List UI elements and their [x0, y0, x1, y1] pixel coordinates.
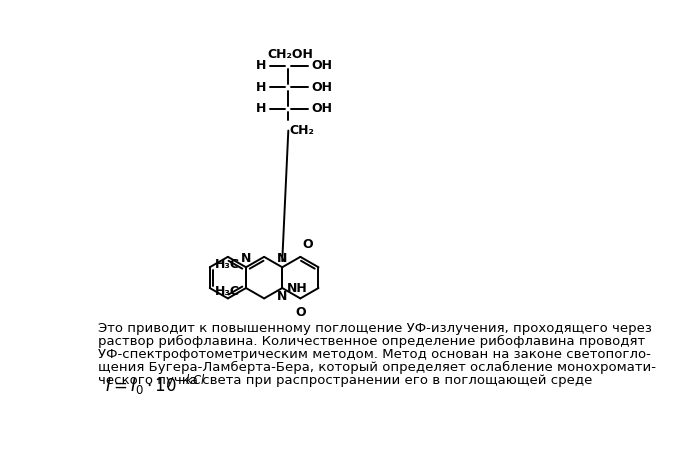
Text: O: O [303, 238, 313, 251]
Text: Это приводит к повышенному поглощение УФ-излучения, проходящего через: Это приводит к повышенному поглощение УФ… [99, 321, 652, 335]
Text: NH: NH [287, 281, 308, 295]
Text: щения Бугера-Ламберта-Бера, который определяет ослабление монохромати-: щения Бугера-Ламберта-Бера, который опре… [99, 361, 656, 374]
Text: ческого пучка света при распространении его в поглощающей среде: ческого пучка света при распространении … [99, 374, 593, 387]
Text: $I = I_0 \cdot 10^{-kCl}$: $I = I_0 \cdot 10^{-kCl}$ [105, 373, 206, 397]
Text: раствор рибофлавина. Количественное определение рибофлавина проводят: раствор рибофлавина. Количественное опре… [99, 335, 646, 348]
Text: OH: OH [312, 102, 333, 116]
Text: H₃C: H₃C [215, 285, 240, 298]
Text: H: H [256, 102, 266, 116]
Text: N: N [241, 252, 251, 265]
Text: OH: OH [312, 59, 333, 72]
Text: N: N [277, 290, 287, 303]
Text: CH₂OH: CH₂OH [267, 48, 313, 61]
Text: CH₂: CH₂ [290, 125, 315, 137]
Text: OH: OH [312, 81, 333, 94]
Text: УФ-спектрофотометрическим методом. Метод основан на законе светопогло-: УФ-спектрофотометрическим методом. Метод… [99, 348, 651, 361]
Text: N: N [277, 252, 287, 265]
Text: O: O [295, 306, 306, 319]
Text: H: H [256, 59, 266, 72]
Text: H₃C: H₃C [215, 258, 240, 270]
Text: H: H [256, 81, 266, 94]
